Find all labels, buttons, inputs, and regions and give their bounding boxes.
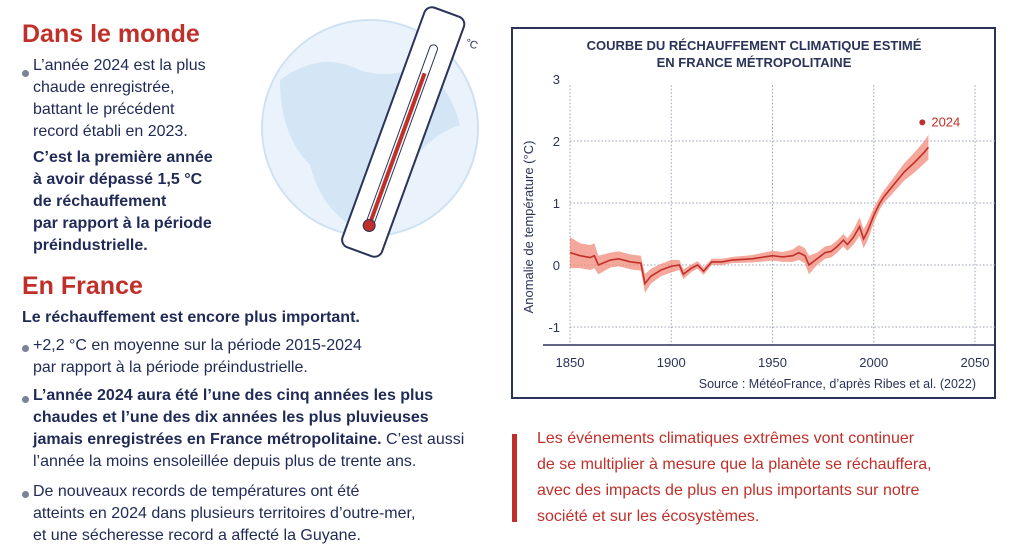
heading-world: Dans le monde [22, 20, 200, 48]
text-line: par rapport à la période préindustrielle… [33, 359, 308, 376]
point-2024 [919, 119, 926, 126]
bullet-icon [22, 345, 29, 352]
france-intro: Le réchauffement est encore plus importa… [22, 309, 360, 326]
heading-france: En France [22, 272, 143, 300]
text-line: chaude enregistrée, [33, 79, 175, 96]
text-line: De nouveaux records de températures ont … [33, 483, 360, 500]
thermometer-unit: °C [464, 37, 480, 53]
text-regular: C’est aussi [381, 431, 465, 448]
text-line: +2,2 °C en moyenne sur la période 2015-2… [33, 337, 362, 354]
text-line: L’année 2024 aura été l’une des cinq ann… [33, 387, 434, 404]
text-line: l’année la moins ensoleillée depuis plus… [33, 453, 417, 470]
text-line: par rapport à la période [33, 215, 212, 232]
x-tick-label: 2050 [961, 355, 990, 370]
text-line: atteints en 2024 dans plusieurs territoi… [33, 505, 416, 522]
x-tick-label: 1850 [556, 355, 585, 370]
text-line: L’année 2024 est la plus [33, 57, 206, 74]
x-tick-label: 2000 [859, 355, 888, 370]
y-tick-label: 3 [553, 72, 560, 87]
quote-line: Les événements climatiques extrêmes vont… [537, 430, 915, 447]
chart-frame: COURBE DU RÉCHAUFFEMENT CLIMATIQUE ESTIM… [511, 27, 996, 399]
x-tick-label: 1900 [657, 355, 686, 370]
text-line: chaudes et l’une des dix années les plus… [33, 409, 429, 426]
text-line: record établi en 2023. [33, 123, 188, 140]
x-tick-label: 1950 [758, 355, 787, 370]
quote-bar [512, 434, 517, 522]
chart-title-line1: COURBE DU RÉCHAUFFEMENT CLIMATIQUE ESTIM… [587, 38, 922, 53]
globe-thermometer-illustration: °C [261, 6, 480, 258]
text-line: et une sécheresse record a affecté la Gu… [33, 527, 361, 544]
warming-chart: COURBE DU RÉCHAUFFEMENT CLIMATIQUE ESTIM… [521, 38, 996, 391]
series-line [569, 146, 930, 286]
y-tick-label: 2 [553, 134, 560, 149]
bullet-icon [22, 396, 29, 403]
y-tick-label: 1 [553, 196, 560, 211]
quote-line: société et sur les écosystèmes. [537, 508, 760, 525]
chart-source: Source : MétéoFrance, d’après Ribes et a… [699, 377, 976, 391]
text-line: préindustrielle. [33, 237, 148, 254]
text-line: C’est la première année [33, 149, 213, 166]
bullet-icon [22, 70, 29, 77]
y-tick-label: 0 [553, 258, 560, 273]
text-line: battant le précédent [33, 101, 175, 118]
text-line: de réchauffement [33, 193, 167, 210]
y-tick-label: -1 [548, 320, 560, 335]
chart-title-line2: EN FRANCE MÉTROPOLITAINE [657, 55, 852, 70]
thermometer-icon [341, 6, 466, 258]
text-line: à avoir dépassé 1,5 °C [33, 171, 203, 188]
quote-line: de se multiplier à mesure que la planète… [537, 456, 932, 473]
quote-line: avec des impacts de plus en plus importa… [537, 482, 920, 499]
text-bold: jamais enregistrées en France métropolit… [33, 431, 382, 448]
annotation-label: 2024 [931, 114, 960, 129]
text-line: jamais enregistrées en France métropolit… [33, 429, 464, 451]
uncertainty-band [570, 134, 929, 293]
y-axis-label: Anomalie de température (°C) [521, 141, 536, 314]
bullet-icon [22, 491, 29, 498]
